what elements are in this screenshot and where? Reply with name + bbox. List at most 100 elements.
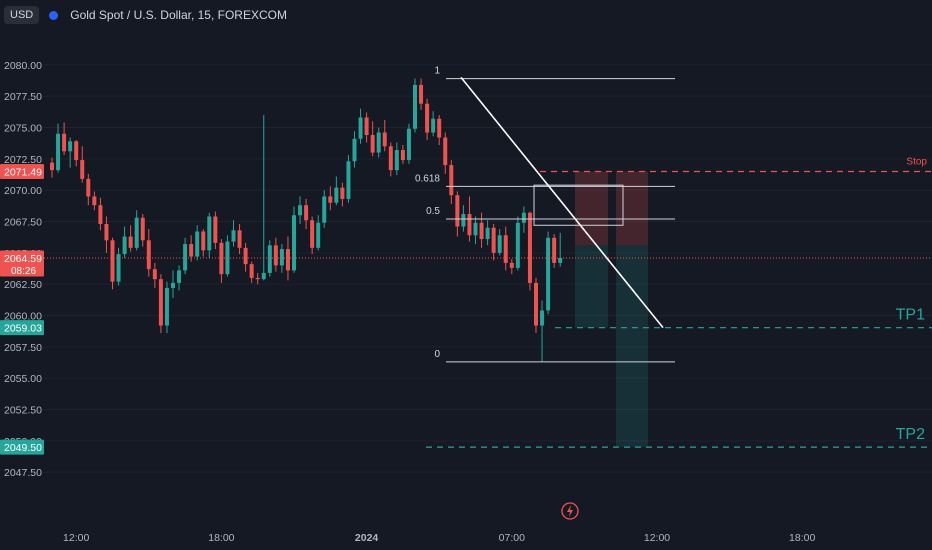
axes: 2080.00 2077.50 2075.00 2072.50 2070.00 2067.…	[0, 60, 815, 544]
target-zone-1	[575, 245, 608, 328]
candle-body	[509, 262, 514, 268]
candle-body	[322, 196, 327, 223]
fib-level-label: 1	[434, 66, 440, 77]
candle-body	[243, 247, 248, 265]
candle-body	[279, 249, 284, 266]
candle-body	[431, 118, 436, 133]
stop-zone-1	[575, 171, 608, 246]
symbol-title: Gold Spot / U.S. Dollar, 15, FOREXCOM	[70, 8, 287, 22]
candle-body	[540, 310, 545, 326]
candle-body	[552, 237, 557, 263]
price-badge	[0, 163, 44, 179]
price-tick-label: 2070.00	[4, 185, 42, 197]
candle-body	[128, 236, 133, 248]
candle-body	[50, 162, 54, 171]
price-tick-label: 2055.00	[4, 373, 42, 385]
candle-body	[164, 287, 169, 326]
price-tick-label: 2072.50	[4, 154, 42, 166]
candle-body	[346, 161, 351, 199]
candle-body	[219, 242, 224, 275]
time-tick-label: 18:00	[789, 532, 815, 544]
lightning-icon[interactable]	[561, 502, 579, 520]
candle-body	[497, 235, 502, 253]
price-badge-countdown: 08:26	[11, 266, 36, 277]
price-tick-label: 2047.50	[4, 467, 42, 479]
price-badge-label: 2059.03	[4, 323, 42, 335]
chart-header: USD Gold Spot / U.S. Dollar, 15, FOREXCO…	[0, 0, 287, 30]
stop-label: Stop	[906, 156, 927, 167]
tp1-label: TP1	[896, 307, 925, 324]
order-block-box	[533, 184, 624, 226]
price-badge-label: 2071.49	[4, 166, 42, 178]
price-tick-label: 2057.50	[4, 342, 42, 354]
candle-body	[285, 249, 290, 271]
candle-body	[352, 138, 357, 162]
candle-body	[116, 254, 121, 282]
price-tick-label: 2067.50	[4, 217, 42, 229]
candle-body	[473, 222, 478, 236]
price-badge	[0, 250, 44, 277]
candle-body	[364, 117, 369, 136]
fib-level-label: 0	[434, 349, 440, 360]
candle-body	[521, 212, 526, 223]
candle-body	[152, 269, 157, 280]
candle-body	[92, 196, 97, 206]
candle-body	[334, 187, 339, 203]
time-tick-label: 18:00	[208, 532, 234, 544]
candle-body	[406, 128, 411, 161]
candle-body	[140, 217, 145, 241]
stop-zone-2	[616, 171, 648, 246]
candle-body	[455, 195, 460, 227]
candle-body	[255, 277, 260, 280]
candle-body	[388, 146, 393, 171]
candle-body	[231, 230, 236, 242]
candle-body	[158, 279, 163, 326]
candle-body	[249, 264, 254, 278]
candle-body	[56, 133, 61, 171]
candle-body	[558, 257, 563, 263]
price-tick-label: 2080.00	[4, 60, 42, 72]
price-badge	[0, 439, 44, 455]
candle-body	[376, 132, 381, 153]
time-tick-label: 07:00	[499, 532, 525, 544]
price-tick-label: 2075.00	[4, 122, 42, 134]
candle-body	[292, 215, 296, 271]
price-tick-label: 2052.50	[4, 405, 42, 417]
lightning-icon-ring	[561, 502, 579, 520]
candle-body	[122, 236, 127, 255]
fib-level-label: 0.618	[415, 173, 440, 184]
candle-body	[74, 141, 79, 161]
lightning-icon-bolt	[567, 505, 573, 517]
price-tick-label: 2060.00	[4, 311, 42, 323]
candle-body	[485, 227, 490, 240]
currency-badge[interactable]: USD	[4, 6, 40, 24]
candle-body	[503, 235, 508, 263]
candles	[50, 78, 563, 362]
candle-body	[134, 217, 139, 248]
candle-body	[304, 205, 309, 221]
price-badge-label: 2064.59	[4, 253, 42, 265]
candle-body	[491, 227, 496, 253]
price-tick-label: 2077.50	[4, 91, 42, 103]
trend-line	[460, 76, 664, 329]
candle-body	[419, 84, 424, 104]
candle-body	[195, 231, 200, 257]
candle-body	[201, 231, 206, 251]
candle-body	[110, 240, 115, 282]
candle-body	[358, 117, 363, 139]
candle-body	[80, 160, 85, 179]
price-badge	[0, 320, 44, 336]
candle-body	[394, 150, 399, 171]
trade-zones	[575, 171, 648, 448]
candle-body	[86, 178, 91, 197]
candle-body	[98, 205, 103, 225]
candle-body	[177, 270, 182, 283]
candle-body	[527, 212, 532, 283]
candle-body	[273, 245, 278, 266]
price-tick-label: 2062.50	[4, 279, 42, 291]
target-zone-2	[616, 245, 648, 448]
price-badge-label: 2049.50	[4, 442, 42, 454]
candle-body	[400, 150, 405, 161]
